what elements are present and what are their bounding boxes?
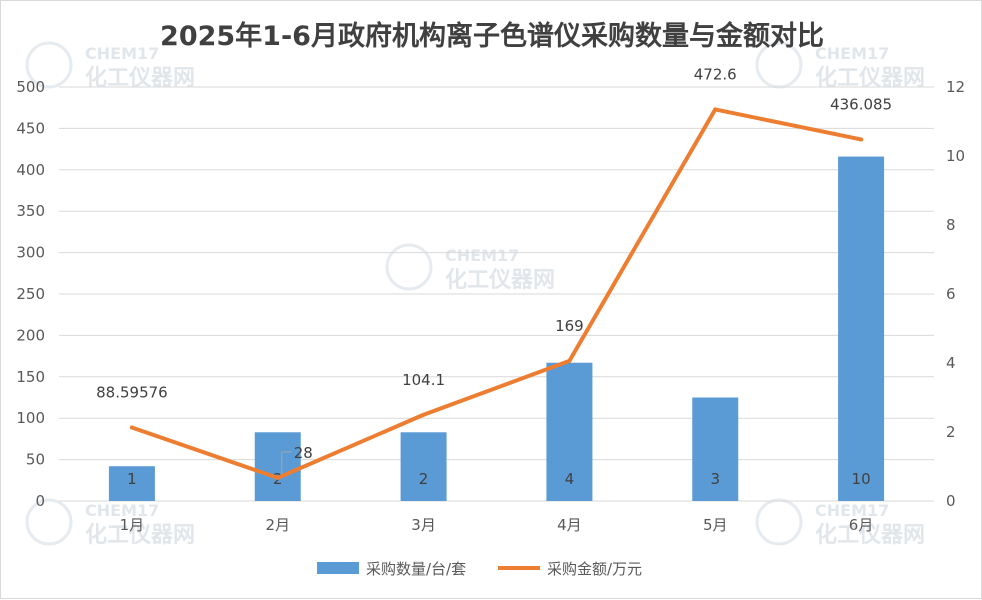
left-axis-tick-label: 0 bbox=[35, 492, 45, 510]
x-axis-tick-label: 5月 bbox=[703, 516, 728, 534]
line-point bbox=[129, 425, 134, 430]
bar-data-label: 2 bbox=[419, 470, 429, 488]
watermark: CHEM17 化工仪器网 bbox=[755, 498, 925, 548]
bar-data-label: 4 bbox=[565, 470, 575, 488]
bar-labels: 1224310 bbox=[127, 470, 870, 488]
bar bbox=[546, 362, 593, 501]
watermark-brand: CHEM17 bbox=[815, 501, 889, 520]
left-axis-tick-label: 250 bbox=[16, 285, 45, 303]
bar bbox=[692, 397, 739, 501]
watermark-logo-icon bbox=[25, 498, 73, 546]
line-point bbox=[713, 107, 718, 112]
x-axis-tick-label: 6月 bbox=[849, 516, 874, 534]
watermark-name: 化工仪器网 bbox=[815, 522, 925, 548]
bar-data-label: 3 bbox=[710, 470, 720, 488]
watermark-group: CHEM17化工仪器网CHEM17化工仪器网CHEM17化工仪器网CHEM17化… bbox=[25, 41, 925, 548]
left-axis-tick-label: 300 bbox=[16, 244, 45, 262]
watermark-brand: CHEM17 bbox=[815, 44, 889, 63]
line-data-label: 28 bbox=[294, 444, 313, 462]
line-point bbox=[567, 358, 572, 363]
left-axis-tick-label: 50 bbox=[26, 451, 45, 469]
line-data-label: 436.085 bbox=[830, 95, 892, 113]
right-axis-tick-label: 10 bbox=[946, 147, 965, 165]
watermark-brand: CHEM17 bbox=[85, 501, 159, 520]
left-axis-tick-label: 500 bbox=[16, 78, 45, 96]
bar bbox=[838, 156, 885, 501]
right-axis-tick-label: 4 bbox=[946, 354, 956, 372]
watermark-name: 化工仪器网 bbox=[85, 522, 195, 548]
left-axis-tick-label: 100 bbox=[16, 409, 45, 427]
watermark: CHEM17 化工仪器网 bbox=[385, 243, 555, 293]
line-path bbox=[129, 107, 864, 480]
line-data-label: 104.1 bbox=[402, 371, 445, 389]
left-axis-tick-label: 200 bbox=[16, 326, 45, 344]
x-axis-tick-label: 4月 bbox=[557, 516, 582, 534]
right-axis-ticks: 0 2 4 6 8 10 12 bbox=[946, 78, 965, 510]
right-axis-tick-label: 12 bbox=[946, 78, 965, 96]
x-axis-tick-label: 1月 bbox=[120, 516, 145, 534]
bar-series bbox=[108, 156, 885, 501]
line-label-leader bbox=[281, 451, 292, 474]
line-point bbox=[275, 475, 280, 480]
watermark-logo-icon bbox=[755, 498, 803, 546]
right-axis-tick-label: 6 bbox=[946, 285, 956, 303]
line-data-label: 472.6 bbox=[694, 65, 737, 83]
left-axis-tick-label: 350 bbox=[16, 202, 45, 220]
line-data-label: 88.59576 bbox=[96, 384, 168, 402]
bar bbox=[108, 466, 155, 501]
watermark-logo-icon bbox=[25, 41, 73, 89]
line-labels: 88.59576 28 104.1 169 472.6 436.085 bbox=[96, 65, 892, 474]
left-axis-tick-label: 400 bbox=[16, 161, 45, 179]
bar bbox=[254, 432, 301, 501]
right-axis-tick-label: 8 bbox=[946, 216, 956, 234]
line-point bbox=[859, 137, 864, 142]
left-axis-tick-label: 450 bbox=[16, 119, 45, 137]
watermark-logo-icon bbox=[385, 243, 433, 291]
left-axis-ticks: 0 50 100 150 200 250 300 350 400 450 500 bbox=[16, 78, 45, 510]
watermark-brand: CHEM17 bbox=[445, 246, 519, 265]
watermark-name: 化工仪器网 bbox=[445, 267, 555, 293]
x-axis-tick-label: 3月 bbox=[411, 516, 436, 534]
legend-label-line: 采购金额/万元 bbox=[547, 560, 642, 578]
left-axis-tick-label: 150 bbox=[16, 368, 45, 386]
line-data-label: 169 bbox=[555, 317, 584, 335]
right-axis-tick-label: 2 bbox=[946, 423, 956, 441]
x-axis-ticks: 1月 2月 3月 4月 5月 6月 bbox=[120, 516, 874, 534]
legend: 采购数量/台/套 采购金额/万元 bbox=[317, 560, 642, 578]
line-point bbox=[421, 412, 426, 417]
right-axis-tick-label: 0 bbox=[946, 492, 956, 510]
bar-data-label: 1 bbox=[127, 470, 137, 488]
legend-swatch-bar bbox=[317, 562, 359, 574]
watermark: CHEM17 化工仪器网 bbox=[25, 498, 195, 548]
line-series bbox=[129, 107, 864, 480]
watermark-brand: CHEM17 bbox=[85, 44, 159, 63]
gridlines bbox=[59, 86, 934, 502]
bar-data-label: 10 bbox=[852, 470, 871, 488]
x-axis-tick-label: 2月 bbox=[265, 516, 290, 534]
legend-label-bar: 采购数量/台/套 bbox=[366, 560, 466, 578]
chart-title: 2025年1-6月政府机构离子色谱仪采购数量与金额对比 bbox=[160, 20, 824, 52]
bar bbox=[400, 432, 447, 501]
